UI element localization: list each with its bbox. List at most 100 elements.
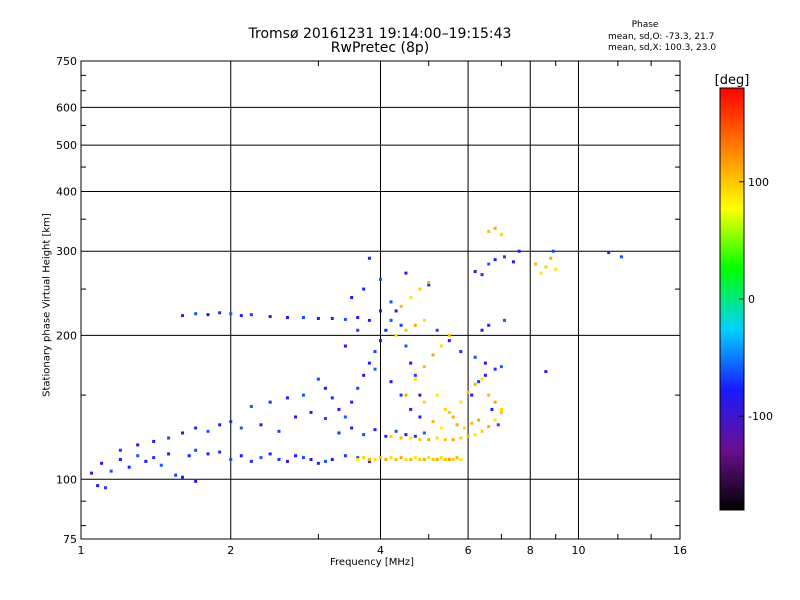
data-point-o bbox=[301, 315, 305, 319]
data-point-o bbox=[206, 429, 210, 433]
data-point-x bbox=[459, 400, 463, 404]
data-point-x bbox=[554, 267, 558, 271]
data-point-o bbox=[90, 471, 94, 475]
data-point-x bbox=[404, 457, 408, 461]
data-point-x bbox=[443, 407, 447, 411]
data-point-o bbox=[480, 328, 484, 332]
data-point-o bbox=[330, 396, 334, 400]
data-point-o bbox=[152, 456, 156, 460]
data-point-o bbox=[343, 415, 347, 419]
data-point-o bbox=[249, 459, 253, 463]
data-point-x bbox=[439, 456, 443, 460]
data-point-o bbox=[493, 258, 497, 262]
data-point-o bbox=[218, 450, 222, 454]
data-point-x bbox=[451, 457, 455, 461]
data-point-o bbox=[249, 404, 253, 408]
data-point-o bbox=[218, 311, 222, 315]
data-point-o bbox=[367, 318, 371, 322]
y-tick-label: 300 bbox=[56, 245, 77, 258]
data-point-o bbox=[187, 454, 191, 458]
data-point-o bbox=[118, 448, 122, 452]
data-point-x bbox=[422, 365, 426, 369]
data-point-o bbox=[496, 423, 500, 427]
data-point-x bbox=[431, 457, 435, 461]
data-point-o bbox=[373, 428, 377, 432]
data-point-o bbox=[619, 255, 623, 259]
data-point-o bbox=[239, 426, 243, 430]
x-tick-label: 8 bbox=[527, 544, 534, 557]
data-point-o bbox=[362, 287, 366, 291]
data-point-x bbox=[487, 229, 491, 233]
y-tick-label: 750 bbox=[56, 55, 77, 68]
data-point-o bbox=[268, 400, 272, 404]
data-point-o bbox=[409, 407, 413, 411]
data-point-o bbox=[487, 323, 491, 327]
data-point-o bbox=[399, 323, 403, 327]
data-point-x bbox=[373, 457, 377, 461]
data-point-x bbox=[413, 323, 417, 327]
data-point-o bbox=[544, 370, 548, 374]
data-point-o bbox=[206, 313, 210, 317]
data-point-o bbox=[330, 316, 334, 320]
data-point-x bbox=[499, 233, 503, 237]
data-point-o bbox=[356, 386, 360, 390]
data-point-o bbox=[493, 367, 497, 371]
colorbar-ticks: 100 0 -100 [deg] bbox=[715, 73, 773, 423]
data-point-x bbox=[399, 304, 403, 308]
data-point-x bbox=[447, 333, 451, 337]
data-point-o bbox=[373, 367, 377, 371]
data-point-o bbox=[399, 393, 403, 397]
data-point-o bbox=[483, 361, 487, 365]
data-point-o bbox=[167, 452, 171, 456]
y-axis: 75 100 200 300 400 500 600 750 bbox=[56, 55, 680, 546]
data-point-o bbox=[499, 365, 503, 369]
data-point-o bbox=[309, 410, 313, 414]
data-point-x bbox=[451, 415, 455, 419]
data-point-x bbox=[418, 457, 422, 461]
data-point-x bbox=[439, 426, 443, 430]
data-point-o bbox=[427, 283, 431, 287]
data-point-x bbox=[466, 390, 470, 394]
data-point-o bbox=[459, 350, 463, 354]
y-tick-label: 600 bbox=[56, 101, 77, 114]
data-point-x bbox=[455, 423, 459, 427]
data-point-x bbox=[394, 457, 398, 461]
data-point-o bbox=[229, 420, 233, 424]
data-point-x bbox=[409, 457, 413, 461]
x-tick-label: 6 bbox=[465, 544, 472, 557]
data-point-x bbox=[427, 456, 431, 460]
data-point-o bbox=[367, 361, 371, 365]
data-point-o bbox=[418, 415, 422, 419]
data-point-o bbox=[309, 457, 313, 461]
data-point-o bbox=[356, 328, 360, 332]
phase-stats-x: mean, sd,X: 100.3, 23.0 bbox=[608, 43, 717, 53]
data-point-o bbox=[96, 484, 100, 488]
data-point-o bbox=[136, 454, 140, 458]
data-point-o bbox=[330, 457, 334, 461]
data-point-o bbox=[249, 313, 253, 317]
data-point-o bbox=[389, 318, 393, 322]
data-point-o bbox=[343, 344, 347, 348]
data-point-o bbox=[517, 249, 521, 253]
x-tick-label: 4 bbox=[377, 544, 384, 557]
data-point-x bbox=[435, 436, 439, 440]
colorbar-tick-label: -100 bbox=[748, 410, 773, 423]
data-point-o bbox=[502, 255, 506, 259]
data-point-o bbox=[413, 434, 417, 438]
data-points bbox=[90, 226, 623, 490]
data-point-x bbox=[493, 226, 497, 230]
data-point-o bbox=[301, 456, 305, 460]
y-axis-label: Stationary phase Virtual Height [km] bbox=[41, 213, 53, 397]
data-point-o bbox=[511, 260, 515, 264]
data-point-o bbox=[109, 469, 113, 473]
data-point-x bbox=[493, 400, 497, 404]
data-point-x bbox=[379, 456, 382, 460]
data-point-x bbox=[422, 400, 426, 404]
data-point-x bbox=[544, 265, 548, 269]
data-point-x bbox=[499, 410, 503, 414]
data-point-o bbox=[268, 315, 272, 319]
data-point-o bbox=[404, 344, 408, 348]
data-point-x bbox=[362, 456, 366, 460]
data-point-o bbox=[477, 380, 481, 384]
data-point-o bbox=[379, 339, 382, 343]
